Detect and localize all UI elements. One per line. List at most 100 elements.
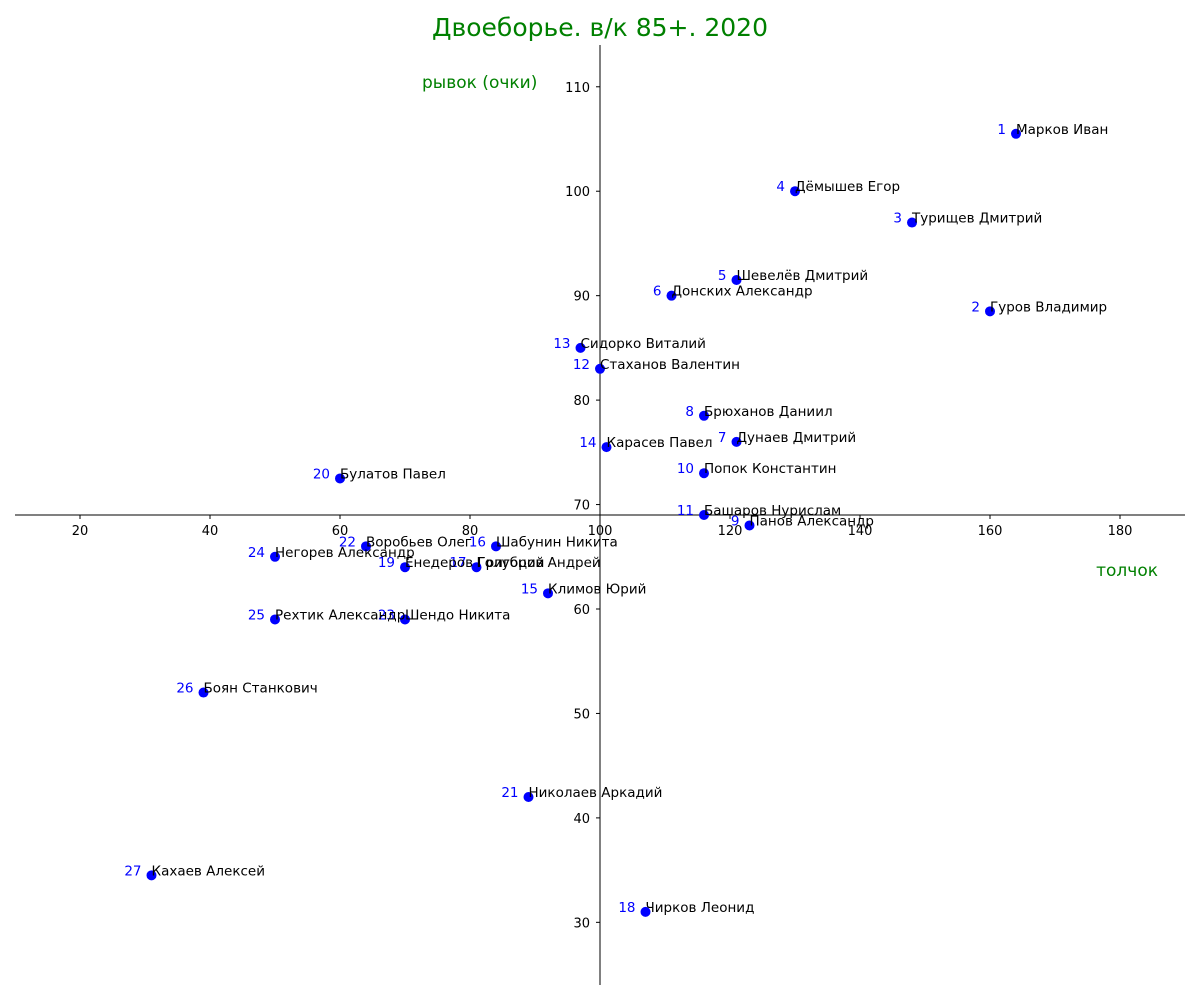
- point-name-label: Гуров Владимир: [990, 299, 1107, 315]
- data-point: [270, 614, 280, 625]
- y-tick-label: 100: [565, 185, 590, 200]
- point-rank-label: 26: [176, 681, 193, 697]
- data-point: [744, 520, 755, 531]
- point-rank-label: 20: [313, 466, 330, 482]
- point-rank-label: 24: [248, 545, 265, 561]
- y-tick-label: 30: [573, 916, 590, 931]
- point-rank-label: 12: [573, 357, 590, 373]
- data-point: [361, 541, 371, 552]
- data-points: [146, 128, 1021, 917]
- point-name-label: Енедеров Григорий: [405, 555, 544, 571]
- data-point: [146, 870, 157, 881]
- point-name-label: Карасев Павел: [607, 435, 713, 451]
- y-tick-label: 90: [573, 290, 590, 305]
- y-tick-label: 50: [573, 707, 590, 722]
- data-point: [985, 306, 995, 317]
- point-rank-label: 23: [378, 607, 395, 623]
- x-tick-label: 160: [978, 524, 1003, 539]
- point-name-label: Шендо Никита: [405, 607, 510, 623]
- point-rank-label: 8: [685, 404, 694, 420]
- point-name-label: Дунаев Дмитрий: [737, 430, 857, 446]
- point-rank-label: 21: [501, 785, 518, 801]
- point-name-label: Панов Александр: [750, 513, 875, 529]
- point-name-label: Шевелёв Дмитрий: [737, 268, 869, 284]
- data-point: [699, 410, 709, 421]
- point-name-label: Боян Станкович: [204, 681, 318, 697]
- tick-labels: 20 40 60 80 100 120 140 160 18030405060708090100…: [72, 81, 1133, 932]
- data-point: [491, 541, 501, 552]
- x-tick-label: 40: [202, 524, 219, 539]
- x-tick-label: 140: [848, 524, 873, 539]
- y-tick-label: 40: [573, 812, 590, 827]
- data-point: [601, 442, 612, 453]
- point-name-label: Негорев Александр: [275, 545, 415, 561]
- point-rank-label: 15: [521, 581, 538, 597]
- data-point: [790, 186, 800, 197]
- point-rank-label: 7: [718, 430, 727, 446]
- data-labels: 1 Марков Иван 2 Гуров Владимир 3 Турищев Дмит…: [124, 122, 1108, 916]
- point-name-label: Сидорко Виталий: [581, 336, 706, 352]
- point-name-label: Дёмышев Егор: [795, 179, 900, 195]
- data-point: [575, 342, 586, 353]
- data-point: [731, 275, 742, 285]
- data-point: [335, 473, 345, 484]
- point-rank-label: 13: [553, 336, 570, 352]
- data-point: [400, 562, 410, 573]
- data-point: [1011, 128, 1021, 139]
- point-rank-label: 2: [971, 299, 980, 315]
- data-point: [666, 290, 677, 301]
- x-tick-label: 100: [588, 524, 613, 539]
- point-name-label: Марков Иван: [1016, 122, 1108, 138]
- point-rank-label: 17: [449, 555, 466, 571]
- point-rank-label: 22: [339, 534, 356, 550]
- data-point: [595, 363, 605, 374]
- point-name-label: Кахаев Алексей: [152, 863, 266, 879]
- point-name-label: Донских Александр: [672, 284, 813, 300]
- data-point: [699, 510, 709, 520]
- point-name-label: Воробьев Олег: [366, 534, 472, 550]
- point-name-label: Голубцов Андрей: [477, 555, 601, 571]
- point-rank-label: 3: [893, 211, 902, 227]
- y-tick-label: 110: [565, 81, 590, 96]
- point-rank-label: 11: [677, 503, 694, 519]
- x-tick-label: 60: [332, 524, 349, 539]
- point-name-label: Брюханов Даниил: [704, 404, 833, 420]
- point-name-label: Рехтик Александр: [275, 607, 405, 623]
- y-tick-label: 70: [573, 499, 590, 514]
- y-tick-label: 60: [573, 603, 590, 618]
- point-rank-label: 27: [124, 863, 141, 879]
- point-name-label: Попок Константин: [704, 461, 836, 477]
- data-point: [523, 792, 534, 802]
- data-point: [270, 551, 280, 562]
- point-rank-label: 14: [579, 435, 596, 451]
- point-name-label: Башаров Нурислам: [704, 503, 841, 519]
- x-tick-label: 80: [462, 524, 479, 539]
- x-tick-label: 120: [718, 524, 743, 539]
- point-rank-label: 19: [378, 555, 395, 571]
- data-point: [640, 906, 651, 917]
- point-rank-label: 18: [618, 900, 635, 916]
- y-tick-label: 80: [573, 394, 590, 409]
- point-name-label: Николаев Аркадий: [529, 785, 663, 801]
- data-point: [400, 614, 410, 625]
- data-point: [198, 687, 209, 698]
- point-rank-label: 5: [718, 268, 727, 284]
- x-axis-label: толчок: [1096, 561, 1158, 581]
- point-rank-label: 16: [469, 534, 486, 550]
- point-name-label: Турищев Дмитрий: [911, 211, 1042, 227]
- data-point: [471, 562, 482, 573]
- y-axis-label: рывок (очки): [422, 73, 537, 93]
- point-rank-label: 1: [997, 122, 1006, 138]
- point-rank-label: 6: [653, 284, 662, 300]
- point-rank-label: 25: [248, 607, 265, 623]
- point-name-label: Климов Юрий: [548, 581, 646, 597]
- point-name-label: Чирков Леонид: [646, 900, 755, 916]
- data-point: [731, 436, 742, 447]
- data-point: [907, 217, 917, 228]
- chart-title: Двоеборье. в/к 85+. 2020: [432, 13, 768, 42]
- point-rank-label: 10: [677, 461, 694, 477]
- x-tick-label: 180: [1108, 524, 1133, 539]
- x-tick-label: 20: [72, 524, 89, 539]
- data-point: [699, 468, 709, 479]
